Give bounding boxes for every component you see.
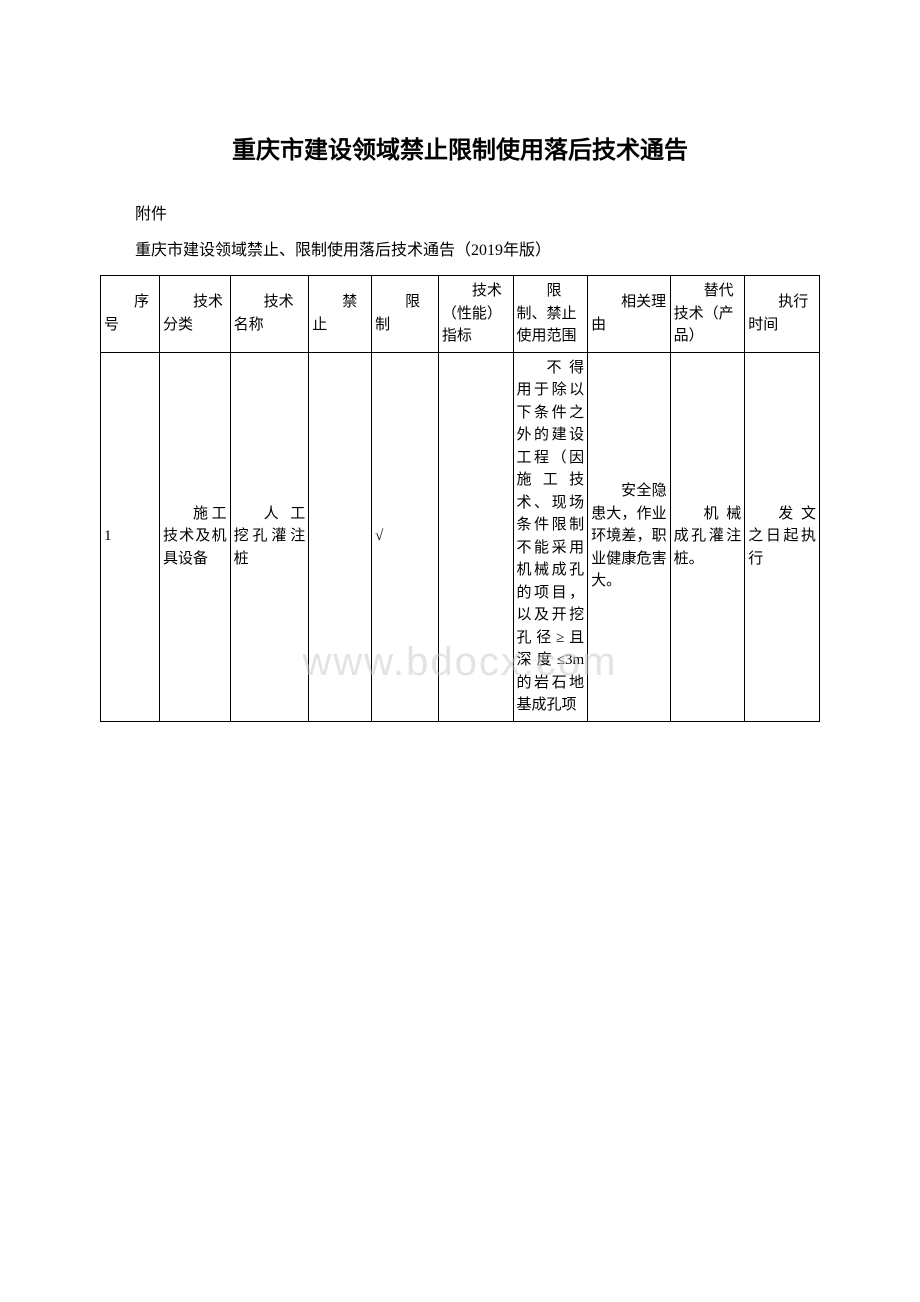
header-tech-name: 技术名称	[230, 276, 309, 353]
header-exec-time: 执行时间	[745, 276, 820, 353]
cell-reason: 安全隐患大，作业环境差，职业健康危害大。	[588, 352, 671, 721]
cell-alternative: 机械成孔灌注桩。	[670, 352, 745, 721]
cell-tech-name: 人工挖孔灌注桩	[230, 352, 309, 721]
document-subtitle: 重庆市建设领域禁止、限制使用落后技术通告（2019年版）	[135, 236, 820, 260]
document-title: 重庆市建设领域禁止限制使用落后技术通告	[100, 130, 820, 165]
attachment-label: 附件	[135, 200, 820, 224]
header-tech-index: 技术（性能）指标	[438, 276, 513, 353]
cell-seq: 1	[101, 352, 160, 721]
cell-exec-time: 发文之日起执行	[745, 352, 820, 721]
header-restricted: 限制	[372, 276, 439, 353]
cell-category: 施工技术及机具设备	[159, 352, 230, 721]
header-scope: 限制、禁止使用范围	[513, 276, 588, 353]
cell-scope: 不得用于除以下条件之外的建设工程（因施工技术、现场条件限制不能采用机械成孔的项目…	[513, 352, 588, 721]
technology-table: 序号 技术分类 技术名称 禁止 限制 技术（性能）指标 限制、禁止使用范围 相关…	[100, 275, 820, 722]
header-category: 技术分类	[159, 276, 230, 353]
cell-tech-index	[438, 352, 513, 721]
header-prohibited: 禁止	[309, 276, 372, 353]
cell-restricted: √	[372, 352, 439, 721]
table-header-row: 序号 技术分类 技术名称 禁止 限制 技术（性能）指标 限制、禁止使用范围 相关…	[101, 276, 820, 353]
header-alternative: 替代技术（产品）	[670, 276, 745, 353]
table-row: 1 施工技术及机具设备 人工挖孔灌注桩 √ 不得用于除以下条件之外的建设工程（因…	[101, 352, 820, 721]
header-seq: 序号	[101, 276, 160, 353]
header-reason: 相关理由	[588, 276, 671, 353]
cell-prohibited	[309, 352, 372, 721]
